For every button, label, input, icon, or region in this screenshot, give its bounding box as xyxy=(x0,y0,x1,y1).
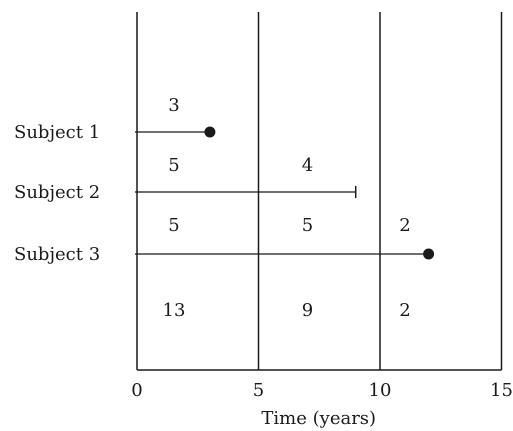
count-row-1-interval-1: 3 xyxy=(168,95,179,116)
tick-label-10: 10 xyxy=(369,380,392,401)
subject-1-event-dot xyxy=(204,126,216,138)
subject-label-2: Subject 2 xyxy=(14,182,100,203)
subject-label-3: Subject 3 xyxy=(14,244,100,265)
count-row-2-interval-1: 5 xyxy=(168,155,179,176)
subject-labels: Subject 1 Subject 2 Subject 3 xyxy=(14,122,100,265)
interval-boundaries xyxy=(136,12,503,370)
interval-counts: 3 5 4 5 5 2 13 9 2 xyxy=(163,95,411,321)
total-interval-1: 13 xyxy=(163,300,186,321)
subject-label-1: Subject 1 xyxy=(14,122,100,143)
count-row-3-interval-1: 5 xyxy=(168,215,179,236)
count-row-3-interval-3: 2 xyxy=(399,215,410,236)
time-axis: 0 5 10 15 Time (years) xyxy=(131,369,513,429)
total-interval-2: 9 xyxy=(302,300,313,321)
tick-label-15: 15 xyxy=(490,380,513,401)
tick-label-0: 0 xyxy=(131,380,142,401)
tick-label-5: 5 xyxy=(253,380,264,401)
count-row-2-interval-2: 4 xyxy=(302,155,313,176)
count-row-3-interval-2: 5 xyxy=(302,215,313,236)
x-axis-label: Time (years) xyxy=(261,408,376,429)
subject-follow-up-lines xyxy=(135,126,435,260)
total-interval-3: 2 xyxy=(399,300,410,321)
subject-3-event-dot xyxy=(423,248,435,260)
